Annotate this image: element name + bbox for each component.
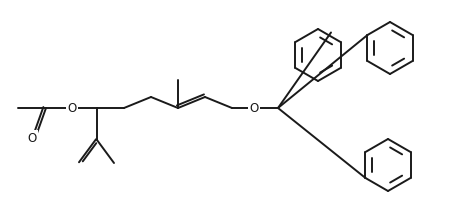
Text: O: O [67, 102, 76, 114]
Text: O: O [27, 132, 37, 145]
Text: O: O [249, 102, 259, 114]
